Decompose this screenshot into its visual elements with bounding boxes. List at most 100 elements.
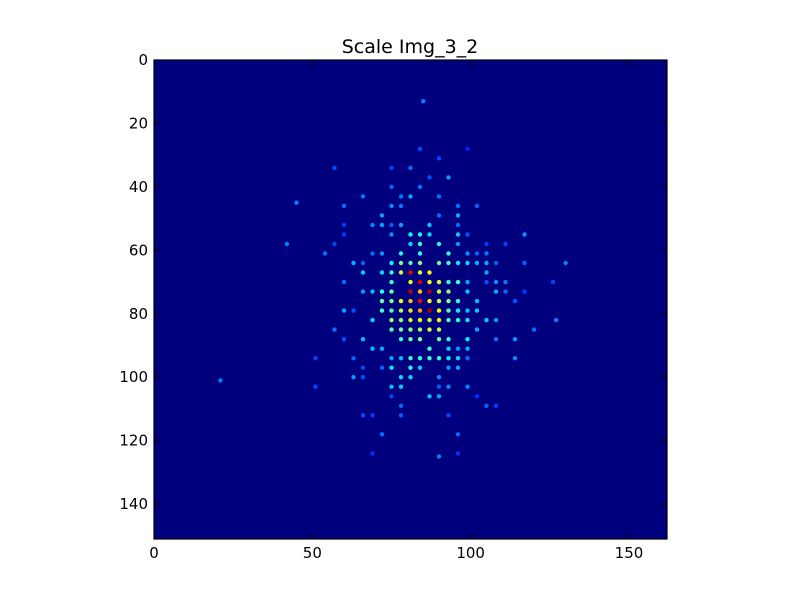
heat-point-104 xyxy=(417,356,423,361)
heat-point-157 xyxy=(455,308,461,313)
heat-points xyxy=(218,99,568,459)
x-tick-label-0: 0 xyxy=(149,544,159,562)
heat-point-79 xyxy=(408,270,413,275)
heat-point-147 xyxy=(446,384,451,389)
heat-point-110 xyxy=(427,279,432,285)
heat-point-138 xyxy=(446,279,451,285)
heat-point-117 xyxy=(427,356,432,361)
heat-point-85 xyxy=(408,327,413,332)
heat-point-128 xyxy=(436,317,442,323)
heat-point-42 xyxy=(389,184,394,190)
heat-point-193 xyxy=(493,317,499,323)
y-tick-label-7: 140 xyxy=(119,495,148,513)
heat-point-152 xyxy=(455,232,461,237)
heat-point-38 xyxy=(379,346,385,351)
heat-point-196 xyxy=(503,241,508,247)
heat-point-74 xyxy=(408,165,413,171)
heat-point-55 xyxy=(389,365,394,370)
heat-point-102 xyxy=(417,327,423,332)
heat-point-183 xyxy=(484,241,489,247)
heat-point-61 xyxy=(398,251,404,256)
heat-point-66 xyxy=(398,317,404,323)
heat-point-45 xyxy=(389,232,394,237)
heat-point-115 xyxy=(427,327,432,332)
heat-point-116 xyxy=(427,346,432,351)
heat-point-182 xyxy=(474,394,480,399)
heat-point-88 xyxy=(408,365,413,370)
heat-point-44 xyxy=(389,222,394,228)
heat-point-156 xyxy=(455,298,461,304)
heat-point-8 xyxy=(341,232,347,237)
heat-point-76 xyxy=(408,232,413,237)
heat-point-97 xyxy=(417,279,423,285)
heat-point-13 xyxy=(351,308,356,313)
heat-point-177 xyxy=(474,251,480,256)
heat-point-71 xyxy=(398,384,404,389)
heat-point-77 xyxy=(408,241,413,247)
heat-point-139 xyxy=(446,289,451,294)
heat-point-99 xyxy=(417,298,423,304)
heat-point-58 xyxy=(398,194,404,199)
heat-point-151 xyxy=(455,222,461,228)
heat-point-100 xyxy=(417,308,423,313)
heat-point-84 xyxy=(408,317,413,323)
heat-point-130 xyxy=(436,337,442,342)
heat-point-122 xyxy=(436,241,442,247)
heat-point-202 xyxy=(522,232,527,237)
heat-point-2 xyxy=(322,251,328,256)
heat-point-210 xyxy=(294,200,299,205)
heat-point-56 xyxy=(389,384,394,389)
x-tick-label-1: 50 xyxy=(303,544,322,562)
heat-point-6 xyxy=(341,203,347,209)
heat-point-198 xyxy=(503,289,508,294)
heat-point-68 xyxy=(398,337,404,342)
heat-point-64 xyxy=(398,298,404,304)
plot-area xyxy=(153,59,668,540)
heat-point-87 xyxy=(408,356,413,361)
heat-point-204 xyxy=(522,289,527,294)
heat-point-201 xyxy=(512,356,518,361)
heat-point-46 xyxy=(389,260,394,266)
x-tick-label-2: 100 xyxy=(456,544,485,562)
heat-point-39 xyxy=(379,365,385,370)
heat-point-121 xyxy=(436,213,442,218)
heat-point-48 xyxy=(389,279,394,285)
heat-point-126 xyxy=(436,298,442,304)
heat-point-170 xyxy=(465,308,470,313)
heat-point-132 xyxy=(436,375,442,380)
heat-point-11 xyxy=(341,337,347,342)
heat-point-144 xyxy=(446,346,451,351)
heat-point-53 xyxy=(389,327,394,332)
heat-point-158 xyxy=(455,317,461,323)
heat-point-51 xyxy=(389,308,394,313)
heat-point-49 xyxy=(389,289,394,294)
y-tick-label-0: 0 xyxy=(138,51,148,69)
heat-point-81 xyxy=(408,289,413,294)
heat-point-80 xyxy=(408,279,413,285)
heat-point-108 xyxy=(427,232,432,237)
heat-point-1 xyxy=(313,384,318,389)
heat-point-94 xyxy=(417,251,423,256)
heat-point-90 xyxy=(417,146,423,151)
y-tick-label-5: 100 xyxy=(119,368,148,386)
heat-point-22 xyxy=(360,375,366,380)
axes-frame xyxy=(153,59,668,540)
heat-point-125 xyxy=(436,289,442,294)
heat-point-86 xyxy=(408,337,413,342)
y-tick-label-2: 40 xyxy=(129,178,148,196)
heat-point-41 xyxy=(389,165,394,171)
heat-point-114 xyxy=(427,317,432,323)
heat-point-188 xyxy=(484,317,489,323)
heat-point-179 xyxy=(474,298,480,304)
heat-point-106 xyxy=(427,175,432,180)
heat-point-189 xyxy=(484,403,489,408)
heat-point-4 xyxy=(332,241,337,247)
heat-point-96 xyxy=(417,270,423,275)
heat-point-67 xyxy=(398,327,404,332)
heat-point-65 xyxy=(398,308,404,313)
heat-point-172 xyxy=(465,337,470,342)
heat-point-5 xyxy=(332,327,337,332)
heat-point-213 xyxy=(436,454,442,459)
heat-point-212 xyxy=(554,317,559,323)
